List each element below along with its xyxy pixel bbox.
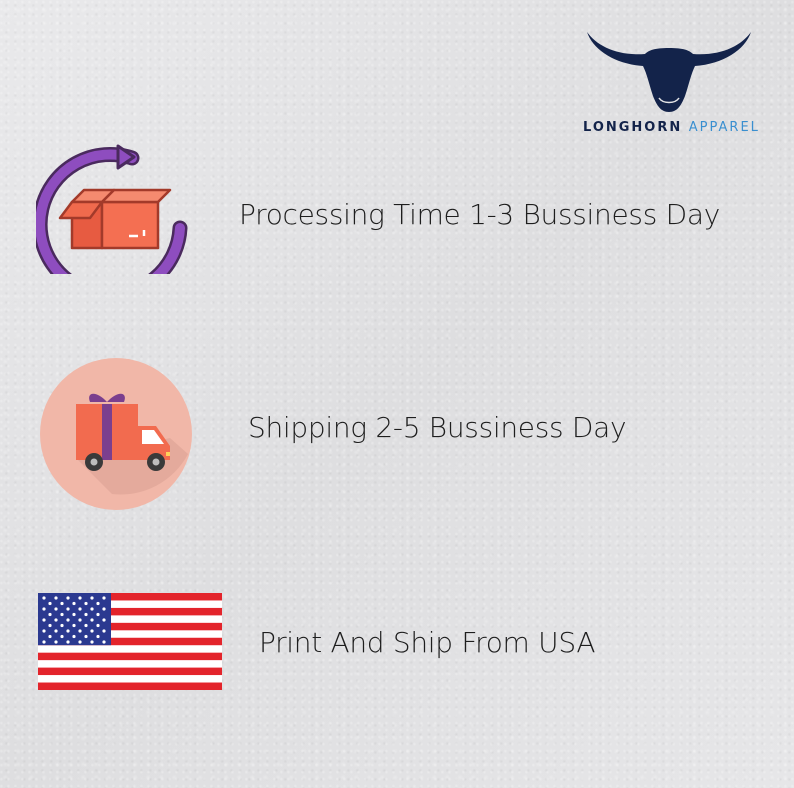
brand-name-second: APPAREL [688, 120, 760, 135]
usa-flag-icon [38, 593, 222, 690]
delivery-truck-with-gift-icon [40, 358, 192, 510]
longhorn-skull-icon [587, 32, 751, 112]
brand-logo: LONGHORN APPAREL [583, 24, 758, 144]
box-with-circular-arrow-icon [32, 144, 188, 302]
shipping-time-text: Shipping 2-5 Bussiness Day [248, 411, 627, 444]
origin-text: Print And Ship From USA [259, 626, 596, 659]
processing-time-text: Processing Time 1-3 Bussiness Day [239, 198, 720, 231]
brand-name-first: LONGHORN [583, 120, 683, 135]
